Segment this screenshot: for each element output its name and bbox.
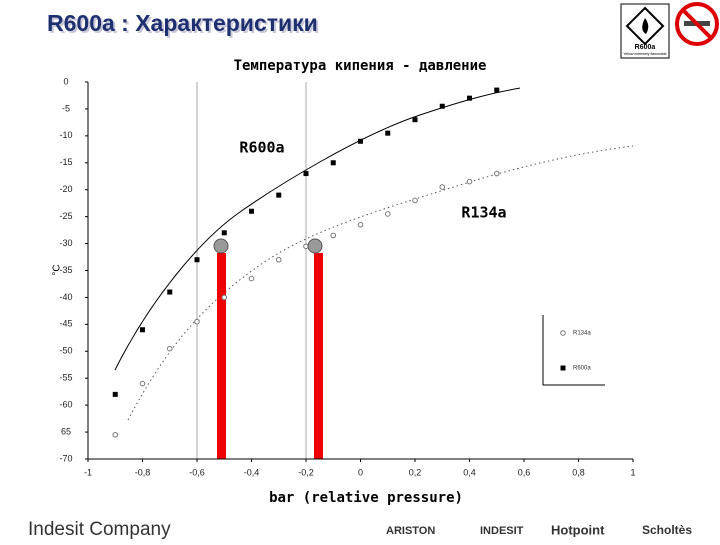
square-point [303, 171, 309, 177]
y-tick-label: -10 [59, 130, 72, 140]
circle-point [248, 275, 255, 282]
y-axis-label: °C [52, 264, 63, 275]
square-point [560, 365, 566, 371]
x-tick-label: -1 [84, 467, 92, 477]
square-point [276, 192, 282, 198]
red-bar [217, 253, 226, 459]
chart-title: Температура кипения - давление [234, 58, 487, 74]
square-point [358, 138, 363, 144]
y-tick-label: -15 [59, 157, 72, 167]
square-point [467, 95, 472, 101]
circle-point [139, 380, 146, 387]
legend: R134a R600a [542, 315, 605, 386]
circle-point [466, 178, 473, 185]
title-shadow: R600a : Характеристики [49, 12, 320, 38]
square-point [439, 103, 445, 109]
y-tick-label: -25 [59, 211, 72, 221]
flammable-sign: R600a Yellow extremely flammable [620, 3, 670, 59]
x-tick-label: -0,4 [244, 467, 260, 477]
x-tick-label: 0,4 [463, 467, 476, 477]
trend-r134a [127, 145, 634, 421]
x-tick-label: -0,2 [298, 467, 314, 477]
x-tick-label: 0,6 [518, 467, 531, 477]
legend-frame [542, 315, 605, 386]
legend-label: R134a [573, 331, 591, 337]
circle-point [275, 256, 282, 263]
x-tick-label: 0,2 [409, 467, 422, 477]
annotation: R134a [461, 204, 506, 222]
circle-point [439, 184, 446, 190]
circle-point [493, 170, 500, 177]
red-bar [314, 253, 323, 459]
circle-point [221, 294, 228, 301]
no-smoking [675, 2, 719, 46]
circle-point [112, 431, 119, 438]
square-point [221, 230, 227, 236]
y-tick-label: -45 [59, 319, 72, 329]
annotation: R600a [239, 139, 284, 157]
sign-caption: Yellow extremely flammable [623, 52, 666, 56]
no-smoking-bar [681, 8, 713, 40]
legend-label: R600a [573, 366, 591, 372]
circle-point [384, 211, 391, 217]
y-tick-label: -40 [59, 292, 72, 302]
square-point [194, 257, 200, 263]
square-point [140, 327, 145, 333]
flame [642, 18, 649, 34]
x-tick-label: 0 [358, 467, 363, 477]
y-tick-label: -30 [59, 238, 72, 248]
y-tick-label: 0 [63, 76, 68, 86]
sign-label: R600a [635, 44, 656, 51]
square-point [385, 130, 391, 136]
y-tick-label: -5 [62, 103, 70, 113]
x-tick-label: -0,6 [189, 467, 205, 477]
brand: ARISTON [386, 525, 435, 537]
circle-point [166, 345, 173, 352]
y-tick-label: -60 [59, 400, 72, 410]
circle-point [194, 318, 200, 325]
y-tick-label: -55 [59, 373, 72, 383]
circle-point [412, 197, 418, 204]
circle-point [330, 232, 337, 239]
x-tick-label: -0,8 [135, 467, 151, 477]
square-point [412, 117, 418, 123]
footer: Indesit Company ARISTON INDESIT Hotpoint… [28, 519, 692, 540]
page-title: R600a : Характеристики [47, 10, 318, 36]
square-point [167, 289, 173, 295]
square-point [330, 160, 336, 166]
highlight [213, 238, 229, 254]
y-tick-label: -50 [59, 346, 72, 356]
y-tick-label: -70 [59, 453, 72, 463]
highlight [307, 238, 323, 254]
square-point [112, 391, 118, 397]
circle-point [560, 330, 566, 336]
company: Indesit Company [28, 519, 171, 540]
y-tick-label: -35 [59, 265, 72, 275]
brand: Hotpoint [551, 522, 605, 537]
square-point [494, 87, 500, 93]
x-tick-label: 1 [630, 467, 635, 477]
x-tick-label: 0,8 [572, 467, 585, 477]
y-tick-label: 65 [61, 426, 71, 436]
y-tick-label: -20 [59, 184, 72, 194]
brand: INDESIT [480, 525, 524, 537]
brand: Scholtès [642, 523, 692, 537]
trend-r600a [114, 87, 521, 371]
x-axis-label: bar (relative pressure) [269, 490, 463, 506]
square-point [249, 208, 254, 214]
circle-point [357, 221, 364, 228]
